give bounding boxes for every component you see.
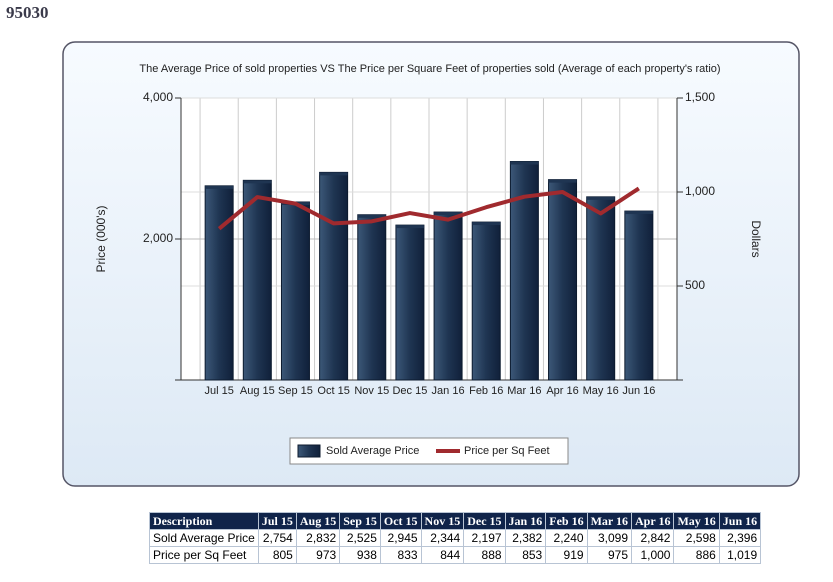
table-cell: 2,598 bbox=[673, 529, 720, 547]
table-header-cell: Nov 15 bbox=[420, 512, 465, 530]
bar-cap bbox=[548, 179, 577, 183]
table-header-cell: Jan 16 bbox=[504, 512, 547, 530]
bar-cap bbox=[434, 212, 463, 216]
bar bbox=[548, 179, 578, 381]
x-tick-label: Dec 15 bbox=[392, 385, 427, 397]
bar bbox=[624, 210, 654, 381]
table-cell: 2,240 bbox=[545, 529, 588, 547]
y2-tick-label: 1,000 bbox=[685, 184, 715, 198]
y2-tick-label: 1,500 bbox=[685, 90, 715, 104]
table-header-cell: Feb 16 bbox=[545, 512, 588, 530]
table-cell: 844 bbox=[420, 546, 465, 564]
table-row-label: Sold Average Price bbox=[149, 529, 259, 547]
table-row-label: Price per Sq Feet bbox=[149, 546, 259, 564]
bar-cap bbox=[319, 172, 348, 176]
table-header-cell: Jul 15 bbox=[257, 512, 297, 530]
bar bbox=[433, 211, 463, 381]
y-tick-label: 4,000 bbox=[143, 90, 173, 104]
bar-cap bbox=[586, 196, 615, 200]
bar-cap bbox=[243, 180, 272, 184]
table-cell: 2,525 bbox=[339, 529, 381, 547]
table-header-cell: Mar 16 bbox=[586, 512, 633, 530]
table-cell: 833 bbox=[379, 546, 422, 564]
table-cell: 3,099 bbox=[586, 529, 633, 547]
line bbox=[217, 186, 640, 231]
chart: The Average Price of sold properties VS … bbox=[62, 41, 800, 487]
table-cell: 2,945 bbox=[379, 529, 422, 547]
table-cell: 888 bbox=[463, 546, 506, 564]
bar-cap bbox=[395, 225, 424, 229]
legend-label: Sold Average Price bbox=[326, 445, 419, 457]
table-header-cell: Jun 16 bbox=[718, 512, 762, 530]
x-tick-label: Jan 16 bbox=[432, 385, 465, 397]
table-header-row: Description Jul 15 Aug 15 Sep 15 Oct 15 Nov 1… bbox=[149, 512, 762, 530]
table-header-cell: May 16 bbox=[673, 512, 720, 530]
table-cell: 2,344 bbox=[420, 529, 465, 547]
table-cell: 2,754 bbox=[257, 529, 297, 547]
bar bbox=[280, 201, 310, 381]
x-tick-label: Jun 16 bbox=[622, 385, 655, 397]
x-tick-label: Apr 16 bbox=[546, 385, 578, 397]
table-row: Sold Average Price 2,754 2,832 2,525 2,945 2,… bbox=[149, 529, 762, 547]
bar bbox=[586, 196, 616, 381]
table-cell: 853 bbox=[504, 546, 547, 564]
table-header-cell: Aug 15 bbox=[295, 512, 341, 530]
table-cell: 919 bbox=[545, 546, 588, 564]
y2-tick-label: 500 bbox=[685, 278, 705, 292]
y2-axis-label: Dollars bbox=[749, 220, 763, 257]
table-cell: 1,000 bbox=[631, 546, 675, 564]
x-tick-label: May 16 bbox=[583, 385, 619, 397]
data-table: Description Jul 15 Aug 15 Sep 15 Oct 15 Nov 1… bbox=[149, 512, 762, 564]
x-tick-label: Nov 15 bbox=[354, 385, 389, 397]
table-cell: 2,382 bbox=[504, 529, 547, 547]
table-header-cell: Dec 15 bbox=[463, 512, 506, 530]
legend bbox=[289, 437, 569, 465]
bar-cap bbox=[472, 222, 501, 226]
table-cell: 805 bbox=[257, 546, 297, 564]
table-header-cell: Apr 16 bbox=[631, 512, 675, 530]
table-cell: 2,197 bbox=[463, 529, 506, 547]
legend-swatch bbox=[297, 444, 321, 458]
y-tick-label: 2,000 bbox=[143, 231, 173, 245]
bar-cap bbox=[624, 211, 653, 215]
table-header-cell: Sep 15 bbox=[339, 512, 381, 530]
bar-cap bbox=[357, 214, 386, 218]
bar bbox=[319, 171, 349, 381]
x-tick-label: Jul 15 bbox=[204, 385, 233, 397]
bar bbox=[395, 224, 425, 381]
bar-cap bbox=[510, 161, 539, 165]
x-tick-label: Aug 15 bbox=[240, 385, 275, 397]
table-header-cell: Oct 15 bbox=[379, 512, 422, 530]
y-axis-label: Price (000's) bbox=[94, 206, 108, 273]
bar bbox=[471, 221, 501, 381]
bar bbox=[357, 214, 387, 381]
bar bbox=[204, 185, 234, 381]
x-tick-label: Feb 16 bbox=[469, 385, 503, 397]
table-cell: 1,019 bbox=[718, 546, 762, 564]
table-row: Price per Sq Feet 805 973 938 833 844 888 853 91… bbox=[149, 546, 762, 564]
x-tick-label: Mar 16 bbox=[507, 385, 541, 397]
x-tick-label: Oct 15 bbox=[317, 385, 349, 397]
table-cell: 2,396 bbox=[718, 529, 762, 547]
bar bbox=[242, 179, 272, 381]
table-cell: 2,842 bbox=[631, 529, 675, 547]
page-header: 95030 bbox=[6, 3, 49, 22]
chart-title: The Average Price of sold properties VS … bbox=[139, 63, 720, 75]
legend-label: Price per Sq Feet bbox=[464, 445, 550, 457]
table-cell: 2,832 bbox=[295, 529, 341, 547]
x-tick-label: Sep 15 bbox=[278, 385, 313, 397]
table-cell: 886 bbox=[673, 546, 720, 564]
table-cell: 973 bbox=[295, 546, 341, 564]
table-header-cell: Description bbox=[149, 512, 259, 530]
table-cell: 975 bbox=[586, 546, 633, 564]
table-cell: 938 bbox=[339, 546, 381, 564]
bar-cap bbox=[205, 185, 234, 189]
